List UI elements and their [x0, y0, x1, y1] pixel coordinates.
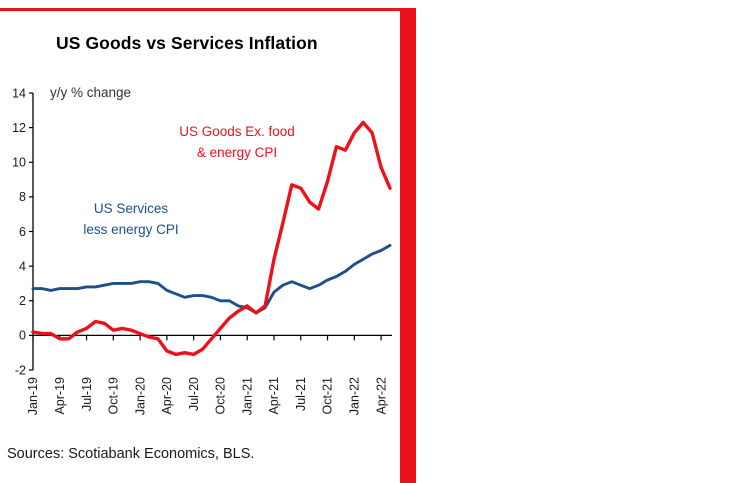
y-tick-label: 6 — [19, 225, 26, 239]
source-note: Sources: Scotiabank Economics, BLS. — [7, 446, 255, 462]
x-tick-label: Jul-19 — [80, 377, 94, 411]
goods-series-label: US Goods Ex. food & energy CPI — [157, 122, 317, 164]
chart-title: US Goods vs Services Inflation — [56, 33, 318, 53]
x-tick-label: Apr-21 — [267, 377, 281, 415]
x-tick-label: Jan-19 — [26, 377, 40, 415]
y-tick-label: 2 — [19, 294, 26, 308]
x-tick-label: Oct-20 — [214, 377, 228, 415]
x-tick-label: Oct-21 — [321, 377, 335, 415]
y-tick-label: 0 — [19, 329, 26, 343]
x-tick-label: Apr-19 — [53, 377, 67, 415]
y-tick-label: 10 — [12, 156, 26, 170]
services-line — [31, 243, 392, 315]
x-tick-label: Jan-20 — [133, 377, 147, 415]
red-column-divider — [400, 8, 416, 483]
x-tick-label: Jul-21 — [294, 377, 308, 411]
services-series-label-line2: less energy CPI — [83, 221, 179, 237]
y-tick-label: -2 — [15, 363, 26, 377]
y-tick-label: 14 — [12, 86, 26, 100]
y-tick-label: 4 — [19, 259, 26, 273]
x-tick-label: Jan-21 — [240, 377, 254, 415]
y-tick-label: 8 — [19, 190, 26, 204]
goods-series-label-line1: US Goods Ex. food — [179, 124, 295, 139]
y-tick-label: 12 — [12, 121, 26, 135]
services-series-label: US Services less energy CPI — [60, 199, 202, 241]
x-tick-label: Jul-20 — [187, 377, 201, 411]
services-series-label-line1: US Services — [93, 201, 169, 216]
x-tick-label: Apr-20 — [160, 377, 174, 415]
x-tick-label: Apr-22 — [374, 377, 388, 415]
axis-units-label: y/y % change — [50, 85, 132, 100]
goods-line — [31, 120, 392, 357]
goods-series-label-line2: & energy CPI — [196, 144, 278, 160]
x-tick-label: Oct-19 — [107, 377, 121, 415]
x-tick-label: Jan-22 — [348, 377, 362, 415]
red-top-rule — [0, 8, 416, 11]
